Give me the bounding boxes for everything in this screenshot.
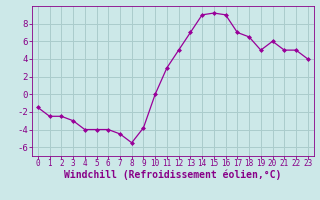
X-axis label: Windchill (Refroidissement éolien,°C): Windchill (Refroidissement éolien,°C) bbox=[64, 169, 282, 180]
